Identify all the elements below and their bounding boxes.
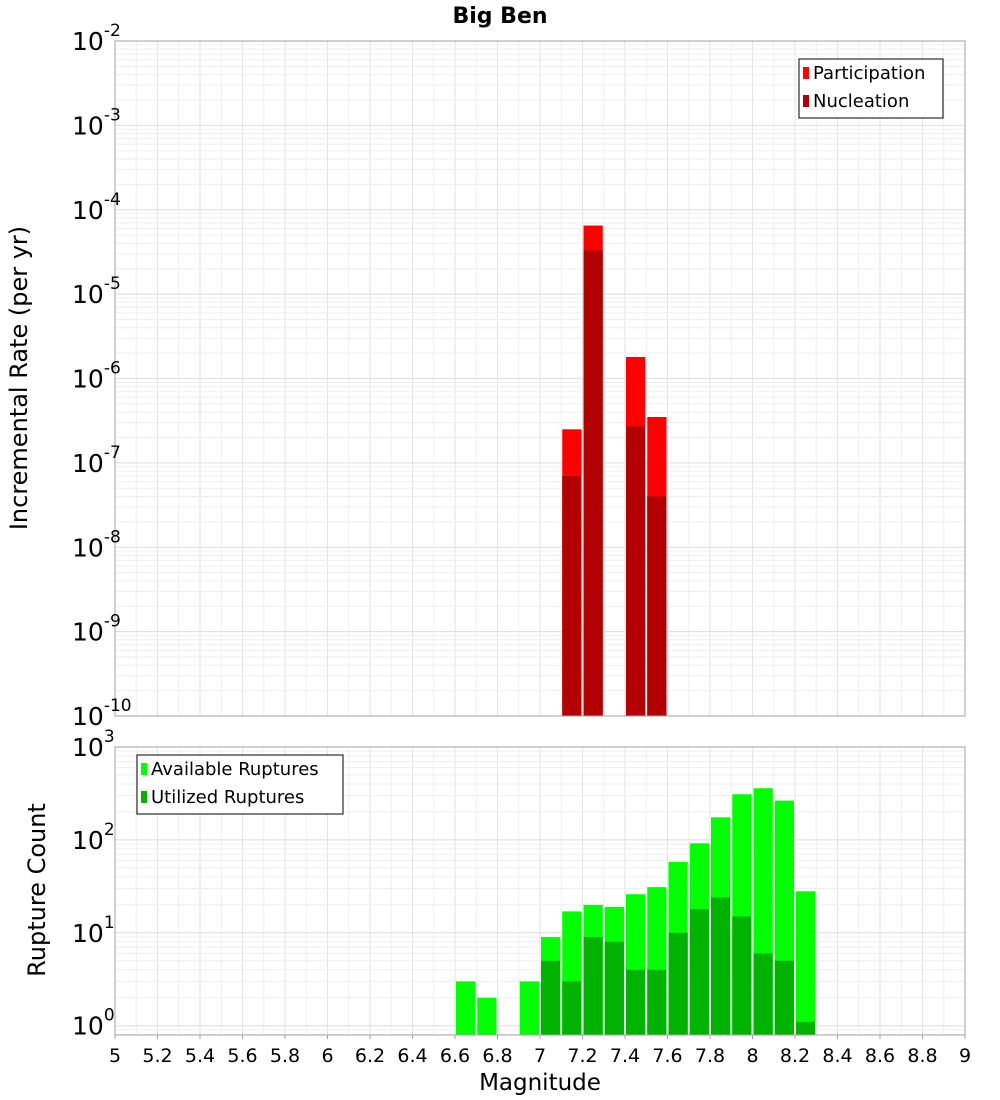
participation-nucleation-plot: 10-10 10-9 10-8 10-7 10-6 10-5 10-4 10-3 10-2 Par… bbox=[72, 21, 966, 731]
legend-label: Available Ruptures bbox=[151, 759, 319, 780]
y-tick-label: 10-2 bbox=[72, 21, 121, 56]
legend-label: Participation bbox=[813, 63, 925, 84]
series-a-bar bbox=[456, 981, 476, 1035]
x-tick-label: 5.8 bbox=[270, 1045, 300, 1067]
y-tick-label: 103 bbox=[72, 727, 115, 762]
y-tick-label: 100 bbox=[72, 1006, 115, 1041]
series-b-bar bbox=[647, 496, 667, 716]
series-b-bar bbox=[562, 981, 582, 1035]
y-tick-label: 10-10 bbox=[72, 696, 132, 731]
x-tick-label: 6.4 bbox=[397, 1045, 427, 1067]
y-tick-label: 101 bbox=[72, 913, 115, 948]
series-b-bar bbox=[711, 897, 731, 1035]
x-tick-label: 7.4 bbox=[610, 1045, 640, 1067]
legend: Participation Nucleation bbox=[798, 58, 944, 119]
chart-title: Big Ben bbox=[452, 4, 547, 29]
series-b-bar bbox=[647, 969, 667, 1035]
x-tick-label: 8 bbox=[746, 1045, 758, 1067]
series-a-bar bbox=[796, 891, 816, 1035]
legend-swatch bbox=[141, 791, 147, 803]
y-tick-label: 10-5 bbox=[72, 274, 121, 309]
series-b-bar bbox=[626, 969, 646, 1035]
plot-border bbox=[114, 40, 966, 717]
x-tick-label: 7.6 bbox=[652, 1045, 682, 1067]
legend-label: Nucleation bbox=[813, 91, 909, 112]
x-tick-label: 5.2 bbox=[142, 1045, 172, 1067]
rupture-count-plot: 100 101 102 103 Available Ruptures Utilized R… bbox=[72, 727, 971, 1067]
series-b-bar bbox=[753, 953, 773, 1035]
series-b-bar bbox=[732, 916, 752, 1035]
x-tick-label: 8.4 bbox=[822, 1045, 852, 1067]
x-tick-label: 7 bbox=[534, 1045, 546, 1067]
x-tick-label: 7.2 bbox=[567, 1045, 597, 1067]
series-a-bar bbox=[519, 981, 539, 1035]
legend-swatch bbox=[141, 763, 147, 775]
y-tick-label: 10-4 bbox=[72, 190, 121, 225]
x-tick-label: 5.4 bbox=[185, 1045, 215, 1067]
x-tick-label: 6.8 bbox=[482, 1045, 512, 1067]
y-tick-label: 10-7 bbox=[72, 443, 121, 478]
series-b-bar bbox=[604, 941, 624, 1035]
x-tick-label: 8.2 bbox=[780, 1045, 810, 1067]
x-axis-label: Magnitude bbox=[479, 1070, 601, 1096]
series-b-bar bbox=[774, 960, 794, 1035]
x-tick-label: 5.6 bbox=[227, 1045, 257, 1067]
series-b-bar bbox=[668, 932, 688, 1035]
bottom-y-axis-label: Rupture Count bbox=[23, 803, 51, 977]
top-y-axis-label: Incremental Rate (per yr) bbox=[5, 226, 33, 530]
legend: Available Ruptures Utilized Ruptures bbox=[136, 754, 344, 815]
legend-swatch bbox=[803, 95, 809, 107]
x-tick-label: 5 bbox=[109, 1045, 121, 1067]
x-tick-label: 7.8 bbox=[695, 1045, 725, 1067]
y-tick-label: 10-3 bbox=[72, 105, 121, 140]
series-b-bar bbox=[562, 475, 582, 716]
series-a-bar bbox=[477, 997, 497, 1035]
y-tick-label: 102 bbox=[72, 820, 115, 855]
series-b-bar bbox=[626, 426, 646, 716]
x-tick-label: 6 bbox=[321, 1045, 333, 1067]
x-tick-label: 9 bbox=[959, 1045, 971, 1067]
legend-label: Utilized Ruptures bbox=[151, 787, 304, 808]
y-tick-label: 10-6 bbox=[72, 359, 121, 394]
x-tick-label: 8.6 bbox=[865, 1045, 895, 1067]
series-b-bar bbox=[796, 1021, 816, 1035]
legend-swatch bbox=[803, 67, 809, 79]
x-tick-label: 8.8 bbox=[907, 1045, 937, 1067]
series-b-bar bbox=[689, 909, 709, 1035]
series-b-bar bbox=[583, 937, 603, 1035]
series-b-bar bbox=[541, 960, 561, 1035]
y-tick-label: 10-9 bbox=[72, 612, 121, 647]
x-tick-label: 6.2 bbox=[355, 1045, 385, 1067]
series-b-bar bbox=[583, 250, 603, 717]
y-tick-label: 10-8 bbox=[72, 527, 121, 562]
x-tick-label: 6.6 bbox=[440, 1045, 470, 1067]
